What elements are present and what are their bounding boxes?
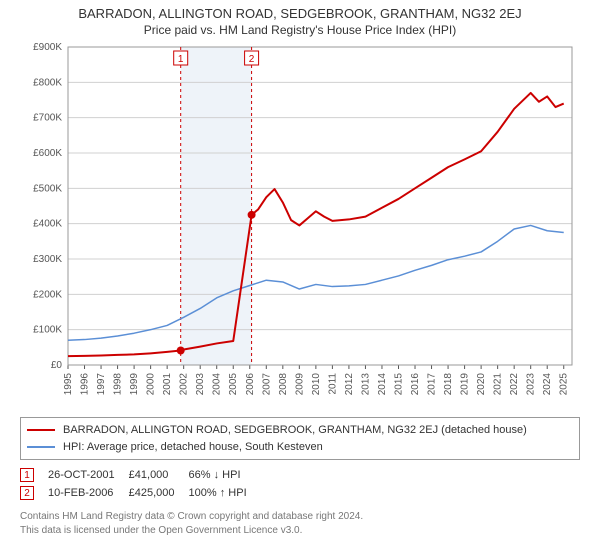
svg-text:2004: 2004: [212, 373, 223, 396]
sale-event-row: 2 10-FEB-2006 £425,000 100% ↑ HPI: [20, 484, 261, 502]
svg-text:2009: 2009: [294, 373, 305, 396]
svg-text:2003: 2003: [195, 373, 206, 396]
svg-text:£600K: £600K: [33, 148, 62, 159]
svg-text:2024: 2024: [542, 373, 553, 396]
svg-text:2013: 2013: [360, 373, 371, 396]
event-delta: 100% ↑ HPI: [189, 484, 261, 502]
svg-text:1997: 1997: [96, 373, 107, 396]
legend-row-hpi: HPI: Average price, detached house, Sout…: [27, 439, 573, 456]
svg-text:2002: 2002: [179, 373, 190, 396]
svg-text:£400K: £400K: [33, 219, 62, 230]
svg-text:1: 1: [178, 54, 184, 65]
sale-event-row: 1 26-OCT-2001 £41,000 66% ↓ HPI: [20, 466, 261, 484]
event-price: £41,000: [129, 466, 189, 484]
svg-text:2008: 2008: [278, 373, 289, 396]
svg-text:£900K: £900K: [33, 42, 62, 53]
svg-text:2023: 2023: [526, 373, 537, 396]
svg-text:2021: 2021: [493, 373, 504, 396]
event-date: 26-OCT-2001: [48, 466, 129, 484]
svg-text:2006: 2006: [245, 373, 256, 396]
event-price: £425,000: [129, 484, 189, 502]
chart-area: £0 £100K £200K £300K £400K £500K £600K £700K £80…: [20, 41, 580, 411]
svg-text:2012: 2012: [344, 373, 355, 396]
svg-text:2017: 2017: [427, 373, 438, 396]
svg-text:1999: 1999: [129, 373, 140, 396]
event-badge-2: 2: [20, 486, 34, 500]
svg-text:£100K: £100K: [33, 325, 62, 336]
event-date: 10-FEB-2006: [48, 484, 129, 502]
legend: BARRADON, ALLINGTON ROAD, SEDGEBROOK, GR…: [20, 417, 580, 460]
legend-label-hpi: HPI: Average price, detached house, Sout…: [63, 439, 323, 456]
chart-title-line1: BARRADON, ALLINGTON ROAD, SEDGEBROOK, GR…: [0, 0, 600, 21]
svg-text:2005: 2005: [228, 373, 239, 396]
footer-line2: This data is licensed under the Open Gov…: [20, 524, 580, 538]
svg-text:2010: 2010: [311, 373, 322, 396]
event-delta: 66% ↓ HPI: [189, 466, 261, 484]
sale-events: 1 26-OCT-2001 £41,000 66% ↓ HPI 2 10-FEB…: [20, 466, 580, 502]
footer: Contains HM Land Registry data © Crown c…: [20, 510, 580, 538]
svg-text:2011: 2011: [327, 373, 338, 395]
svg-text:2020: 2020: [476, 373, 487, 396]
footer-line1: Contains HM Land Registry data © Crown c…: [20, 510, 580, 524]
legend-label-property: BARRADON, ALLINGTON ROAD, SEDGEBROOK, GR…: [63, 422, 527, 439]
svg-text:£200K: £200K: [33, 289, 62, 300]
svg-text:2019: 2019: [460, 373, 471, 396]
legend-swatch-hpi: [27, 446, 55, 448]
svg-text:£300K: £300K: [33, 254, 62, 265]
svg-text:1996: 1996: [80, 373, 91, 396]
chart-svg: £0 £100K £200K £300K £400K £500K £600K £700K £80…: [20, 41, 580, 411]
svg-text:2001: 2001: [162, 373, 173, 396]
svg-text:2: 2: [249, 54, 255, 65]
svg-text:2015: 2015: [393, 373, 404, 396]
chart-title-line2: Price paid vs. HM Land Registry's House …: [0, 21, 600, 41]
svg-text:£700K: £700K: [33, 113, 62, 124]
svg-text:2018: 2018: [443, 373, 454, 396]
svg-text:1995: 1995: [63, 373, 74, 396]
svg-text:2007: 2007: [261, 373, 272, 396]
svg-text:2000: 2000: [146, 373, 157, 396]
svg-text:1998: 1998: [113, 373, 124, 396]
svg-text:2014: 2014: [377, 373, 388, 396]
svg-text:£500K: £500K: [33, 183, 62, 194]
legend-swatch-property: [27, 429, 55, 431]
svg-text:2016: 2016: [410, 373, 421, 396]
event-badge-1: 1: [20, 468, 34, 482]
legend-row-property: BARRADON, ALLINGTON ROAD, SEDGEBROOK, GR…: [27, 422, 573, 439]
svg-text:£800K: £800K: [33, 77, 62, 88]
svg-text:2025: 2025: [559, 373, 570, 396]
sale-events-table: 1 26-OCT-2001 £41,000 66% ↓ HPI 2 10-FEB…: [20, 466, 261, 502]
svg-text:£0: £0: [51, 360, 63, 371]
svg-text:2022: 2022: [509, 373, 520, 396]
